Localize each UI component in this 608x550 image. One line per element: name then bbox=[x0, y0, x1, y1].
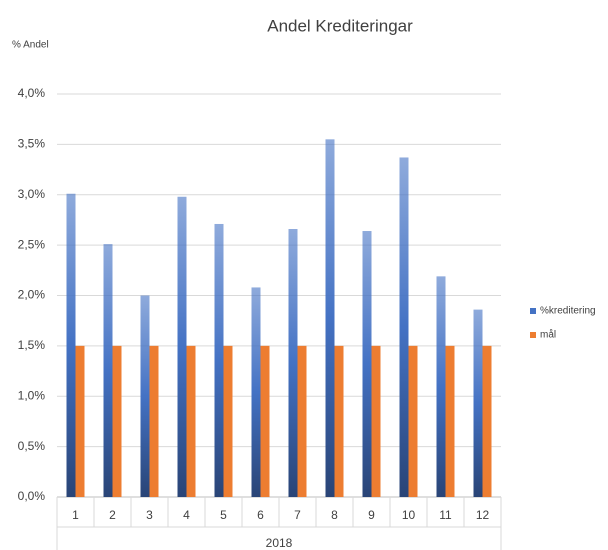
y-tick-label: 3,5% bbox=[18, 137, 46, 151]
bar bbox=[297, 345, 307, 497]
bar bbox=[112, 345, 122, 497]
bar bbox=[371, 345, 381, 497]
bar bbox=[399, 157, 409, 497]
bar bbox=[66, 193, 76, 497]
x-axis-group-label: 2018 bbox=[266, 536, 293, 550]
y-axis-title: % Andel bbox=[12, 40, 49, 51]
bar bbox=[288, 229, 298, 497]
legend-swatch bbox=[530, 308, 536, 314]
x-tick-label: 5 bbox=[220, 508, 227, 522]
bar bbox=[177, 196, 187, 497]
legend-label: %kreditering bbox=[540, 306, 596, 317]
x-tick-label: 12 bbox=[476, 508, 490, 522]
x-tick-label: 8 bbox=[331, 508, 338, 522]
bar bbox=[260, 345, 270, 497]
bar bbox=[149, 345, 159, 497]
y-tick-label: 2,5% bbox=[18, 237, 46, 251]
x-tick-label: 6 bbox=[257, 508, 264, 522]
legend-label: mål bbox=[540, 329, 556, 341]
bar bbox=[482, 345, 492, 497]
bar bbox=[473, 309, 483, 497]
x-tick-label: 7 bbox=[294, 508, 301, 522]
bar bbox=[140, 295, 150, 497]
bar bbox=[251, 287, 261, 497]
bar bbox=[103, 244, 113, 497]
y-tick-label: 2,0% bbox=[18, 288, 46, 302]
y-tick-label: 1,5% bbox=[18, 338, 46, 352]
bar bbox=[223, 345, 233, 497]
y-tick-label: 3,0% bbox=[18, 187, 46, 201]
x-tick-label: 1 bbox=[72, 508, 79, 522]
y-tick-label: 0,0% bbox=[18, 489, 46, 503]
chart-title: Andel Krediteringar bbox=[267, 16, 413, 35]
bar bbox=[445, 345, 455, 497]
bar bbox=[214, 223, 224, 497]
y-tick-label: 4,0% bbox=[18, 86, 46, 100]
bar bbox=[408, 345, 418, 497]
x-tick-label: 10 bbox=[402, 508, 416, 522]
x-tick-label: 2 bbox=[109, 508, 116, 522]
x-tick-label: 3 bbox=[146, 508, 153, 522]
bar bbox=[75, 345, 85, 497]
x-tick-label: 11 bbox=[439, 508, 452, 522]
bar bbox=[334, 345, 344, 497]
y-tick-label: 0,5% bbox=[18, 439, 46, 453]
x-tick-label: 9 bbox=[368, 508, 375, 522]
y-tick-label: 1,0% bbox=[18, 388, 46, 402]
bar bbox=[186, 345, 196, 497]
bar bbox=[436, 276, 446, 497]
x-tick-label: 4 bbox=[183, 508, 190, 522]
bar bbox=[325, 139, 335, 497]
legend-swatch bbox=[530, 332, 536, 338]
bar bbox=[362, 231, 372, 497]
